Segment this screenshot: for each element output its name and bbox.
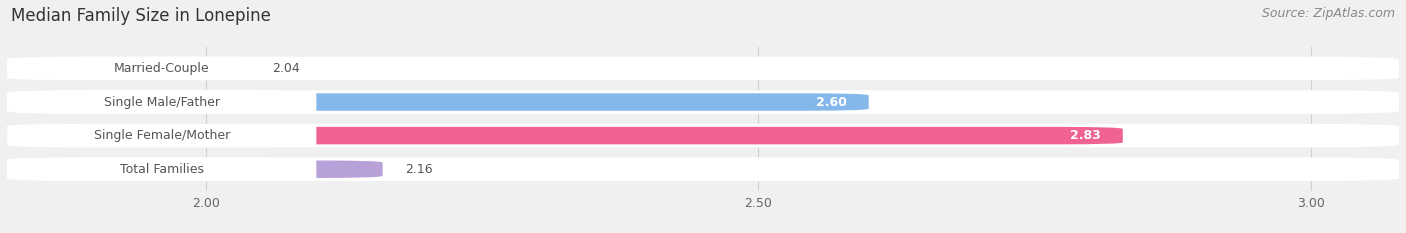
FancyBboxPatch shape xyxy=(7,57,1399,80)
FancyBboxPatch shape xyxy=(7,161,382,178)
FancyBboxPatch shape xyxy=(7,57,316,80)
Text: 2.04: 2.04 xyxy=(273,62,299,75)
FancyBboxPatch shape xyxy=(7,90,1399,114)
FancyBboxPatch shape xyxy=(7,93,869,111)
Text: Source: ZipAtlas.com: Source: ZipAtlas.com xyxy=(1261,7,1395,20)
Text: Total Families: Total Families xyxy=(120,163,204,176)
Text: 2.16: 2.16 xyxy=(405,163,433,176)
Text: 2.60: 2.60 xyxy=(815,96,846,109)
Text: 2.83: 2.83 xyxy=(1070,129,1101,142)
FancyBboxPatch shape xyxy=(7,90,316,114)
Text: Single Male/Father: Single Male/Father xyxy=(104,96,219,109)
FancyBboxPatch shape xyxy=(7,127,1123,144)
FancyBboxPatch shape xyxy=(7,158,1399,181)
FancyBboxPatch shape xyxy=(7,60,250,77)
FancyBboxPatch shape xyxy=(7,158,316,181)
Text: Married-Couple: Married-Couple xyxy=(114,62,209,75)
Text: Median Family Size in Lonepine: Median Family Size in Lonepine xyxy=(11,7,271,25)
Text: Single Female/Mother: Single Female/Mother xyxy=(94,129,229,142)
FancyBboxPatch shape xyxy=(7,124,1399,147)
FancyBboxPatch shape xyxy=(7,124,316,147)
